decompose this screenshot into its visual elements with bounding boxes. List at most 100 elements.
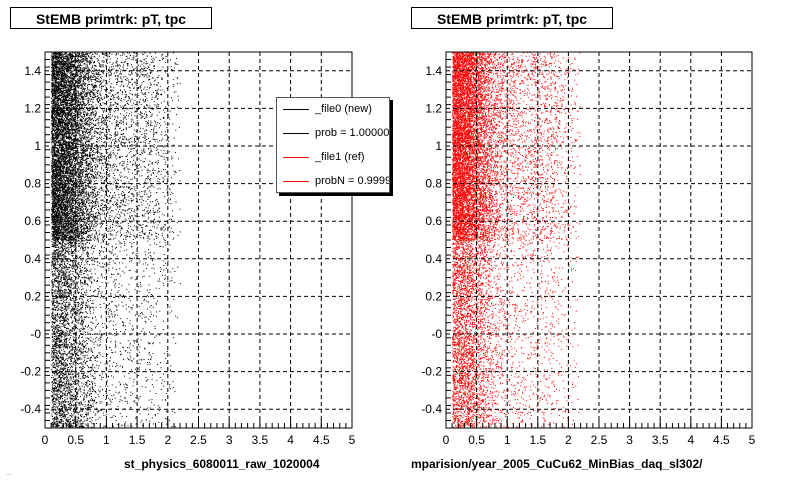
data-point [132, 230, 134, 232]
data-point [54, 280, 56, 282]
data-point [94, 373, 96, 375]
data-point [84, 134, 86, 136]
data-point [56, 210, 58, 212]
data-point [91, 122, 93, 124]
data-point [149, 363, 151, 365]
data-point [143, 105, 145, 107]
data-point [124, 297, 125, 298]
data-point [70, 383, 72, 385]
data-point [73, 413, 75, 415]
data-point [82, 104, 84, 106]
data-point [131, 308, 133, 310]
data-point [131, 215, 133, 217]
data-point [56, 159, 58, 161]
data-point [116, 306, 118, 308]
data-point [85, 141, 87, 143]
data-point [67, 387, 69, 389]
data-point [103, 214, 105, 216]
data-point [69, 242, 71, 244]
data-point [110, 157, 112, 159]
data-point [96, 356, 98, 358]
data-point [156, 236, 158, 238]
data-point [80, 215, 82, 216]
data-point [83, 426, 85, 428]
data-point [153, 342, 155, 344]
data-point [151, 62, 153, 63]
data-point [121, 98, 122, 99]
data-point [70, 112, 72, 114]
data-point [63, 210, 65, 212]
data-point [84, 112, 86, 113]
data-point [55, 367, 56, 369]
data-point [67, 318, 69, 320]
data-point [58, 224, 59, 226]
data-point [93, 422, 95, 424]
data-point [96, 150, 98, 152]
data-point [62, 158, 64, 159]
data-point [100, 179, 102, 181]
data-point [125, 232, 127, 234]
data-point [71, 415, 73, 417]
data-point [148, 107, 150, 109]
data-point [107, 174, 109, 176]
data-point [159, 118, 161, 120]
data-point [55, 398, 57, 400]
data-point [64, 115, 66, 116]
data-point [65, 225, 67, 227]
data-point [70, 265, 72, 266]
data-point [59, 319, 61, 321]
data-point [110, 155, 112, 157]
data-point [74, 196, 76, 197]
data-point [80, 77, 82, 79]
data-point [62, 87, 64, 89]
data-point [115, 329, 117, 330]
data-point [172, 210, 173, 212]
data-point [100, 152, 102, 154]
data-point [85, 176, 86, 178]
data-point [96, 407, 98, 409]
data-point [95, 229, 96, 231]
data-point [54, 122, 56, 124]
data-point [76, 212, 78, 214]
data-point [55, 79, 57, 81]
data-point [52, 185, 54, 187]
data-point [127, 177, 128, 179]
data-point [60, 401, 62, 403]
data-point [86, 283, 88, 285]
data-point [59, 291, 61, 293]
data-point [80, 137, 82, 139]
data-point [73, 252, 75, 254]
data-point [109, 308, 111, 310]
data-point [112, 149, 114, 151]
data-point [62, 103, 64, 105]
data-point [53, 306, 55, 308]
data-point [67, 346, 69, 348]
data-point [84, 88, 86, 90]
data-point [101, 281, 103, 283]
data-point [74, 61, 76, 63]
data-point [61, 260, 63, 262]
data-point [65, 85, 67, 87]
data-point [107, 58, 109, 60]
data-point [102, 189, 104, 191]
data-point [161, 145, 163, 146]
data-point [53, 157, 54, 159]
data-point [82, 52, 84, 54]
data-point [52, 271, 53, 273]
data-point [115, 131, 116, 133]
data-point [73, 282, 75, 284]
data-point [67, 291, 69, 293]
data-point [64, 123, 65, 125]
data-point [65, 272, 67, 274]
data-point [98, 175, 100, 177]
data-point [104, 205, 106, 207]
data-point [57, 257, 59, 258]
data-point [52, 202, 54, 204]
data-point [80, 322, 82, 324]
data-point [70, 101, 72, 103]
data-point [74, 339, 76, 341]
data-point [65, 120, 67, 122]
data-point [71, 225, 72, 227]
data-point [139, 127, 141, 129]
data-point [85, 394, 87, 396]
